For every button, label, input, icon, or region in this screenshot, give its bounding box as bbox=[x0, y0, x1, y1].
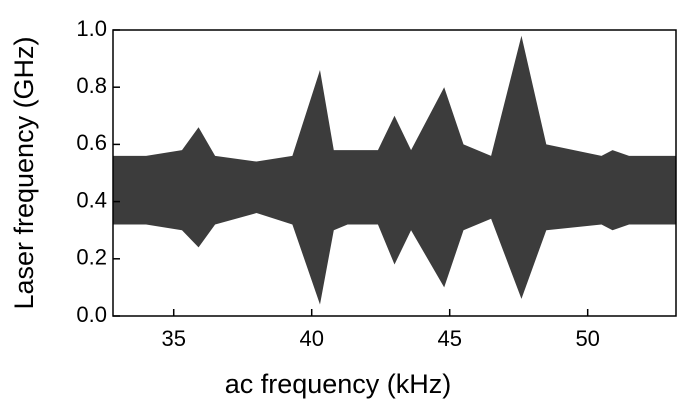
x-tick-label: 50 bbox=[575, 326, 599, 351]
y-tick-label: 0.6 bbox=[76, 130, 107, 155]
y-tick-label: 0.8 bbox=[76, 73, 107, 98]
x-axis-label: ac frequency (kHz) bbox=[225, 369, 452, 399]
density-band bbox=[113, 35, 676, 305]
y-tick-label: 0.0 bbox=[76, 302, 107, 327]
x-tick-label: 45 bbox=[437, 326, 461, 351]
y-tick-label: 0.2 bbox=[76, 245, 107, 270]
y-tick-label: 1.0 bbox=[76, 16, 107, 41]
plot-frame bbox=[112, 29, 677, 317]
x-tick-label: 35 bbox=[161, 326, 185, 351]
x-tick-label: 40 bbox=[299, 326, 323, 351]
y-axis-label: Laser frequency (GHz) bbox=[9, 36, 39, 309]
y-tick-label: 0.4 bbox=[76, 187, 107, 212]
